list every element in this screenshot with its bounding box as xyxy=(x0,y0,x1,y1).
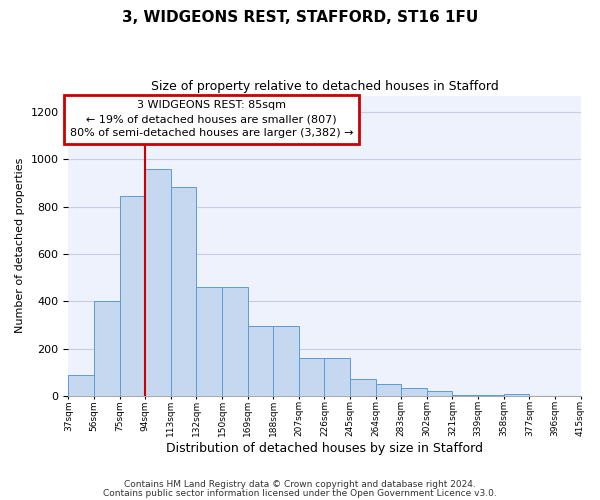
Bar xyxy=(401,388,427,396)
Bar xyxy=(273,326,299,396)
Bar xyxy=(248,326,273,396)
Bar xyxy=(299,358,325,396)
Bar xyxy=(119,196,145,396)
Bar xyxy=(452,394,478,396)
Bar xyxy=(376,384,401,396)
Text: 3 WIDGEONS REST: 85sqm
← 19% of detached houses are smaller (807)
80% of semi-de: 3 WIDGEONS REST: 85sqm ← 19% of detached… xyxy=(70,100,353,138)
Bar xyxy=(145,169,171,396)
Y-axis label: Number of detached properties: Number of detached properties xyxy=(15,158,25,334)
Title: Size of property relative to detached houses in Stafford: Size of property relative to detached ho… xyxy=(151,80,499,93)
Text: 3, WIDGEONS REST, STAFFORD, ST16 1FU: 3, WIDGEONS REST, STAFFORD, ST16 1FU xyxy=(122,10,478,25)
Bar xyxy=(68,374,94,396)
Bar xyxy=(350,380,376,396)
Bar xyxy=(478,394,503,396)
Bar xyxy=(171,186,196,396)
Bar xyxy=(94,302,119,396)
Bar xyxy=(325,358,350,396)
Bar xyxy=(427,391,452,396)
Bar xyxy=(503,394,529,396)
Bar xyxy=(222,287,248,396)
Bar xyxy=(196,287,222,396)
X-axis label: Distribution of detached houses by size in Stafford: Distribution of detached houses by size … xyxy=(166,442,483,455)
Text: Contains public sector information licensed under the Open Government Licence v3: Contains public sector information licen… xyxy=(103,488,497,498)
Text: Contains HM Land Registry data © Crown copyright and database right 2024.: Contains HM Land Registry data © Crown c… xyxy=(124,480,476,489)
